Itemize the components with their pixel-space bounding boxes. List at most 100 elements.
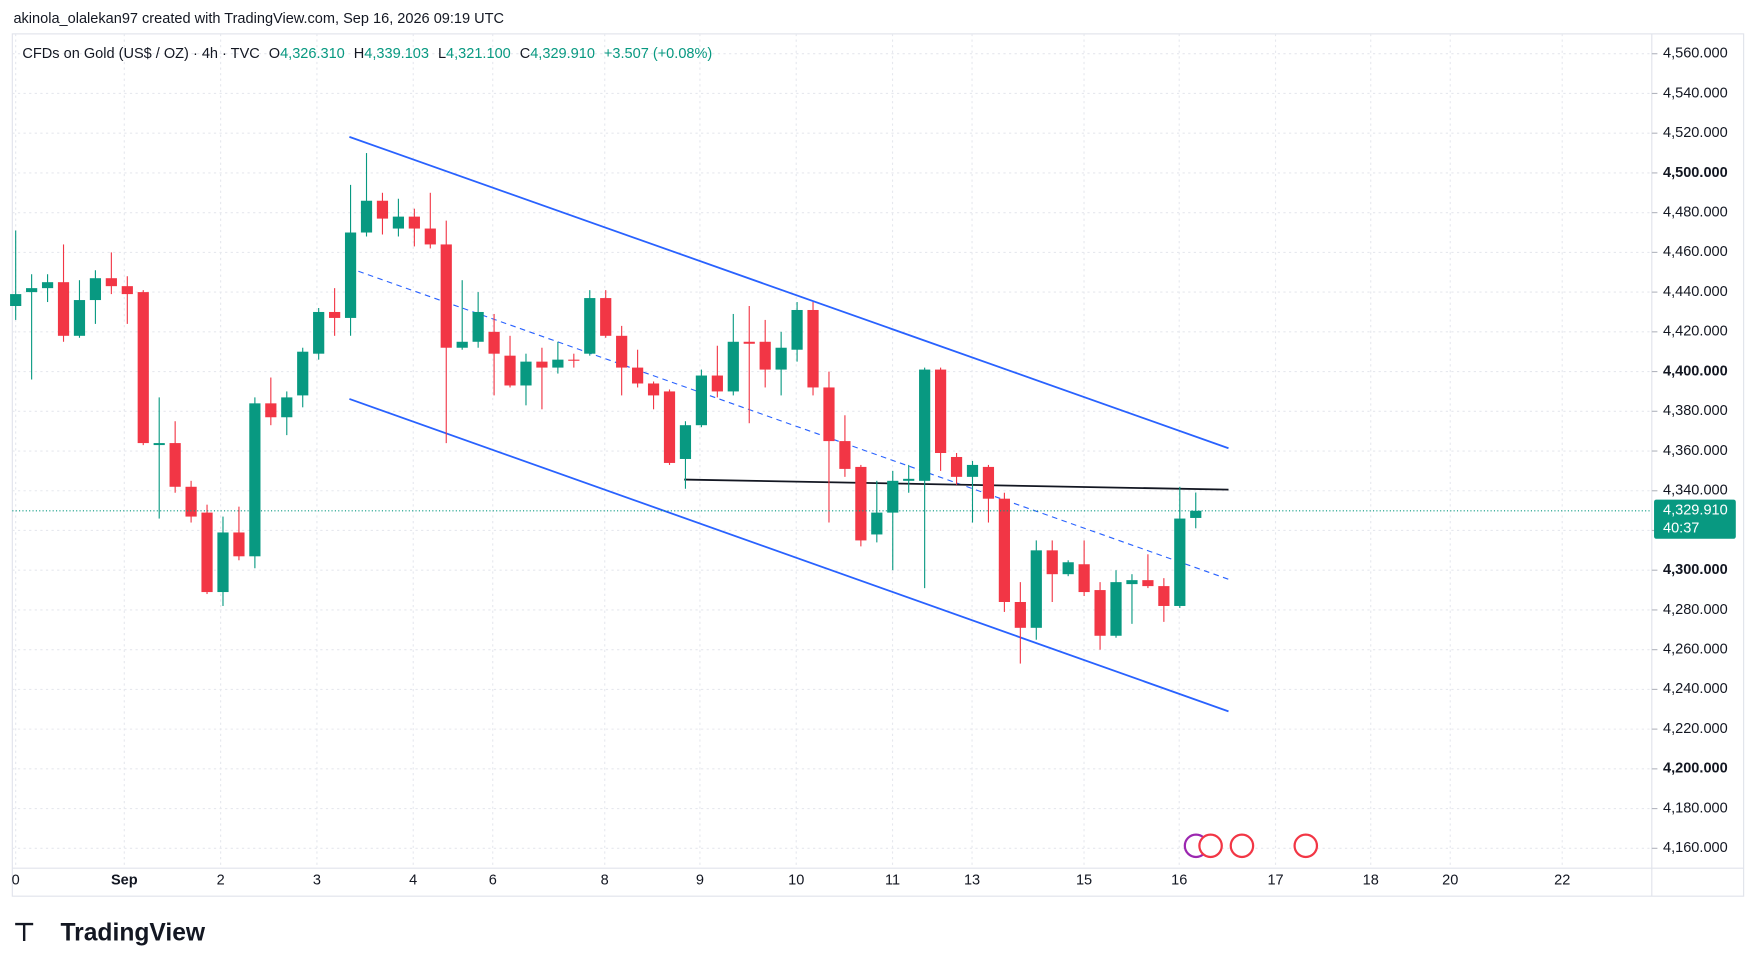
candle-body — [408, 216, 420, 229]
y-tick-label: 4,360.000 — [1663, 443, 1728, 459]
x-tick-label: 22 — [1554, 872, 1570, 888]
candle-body — [743, 341, 755, 344]
symbol: CFDs on Gold (US$ / OZ) · 4h · TVC — [22, 46, 259, 62]
x-tick-label: 20 — [1442, 872, 1458, 888]
candle-body — [424, 228, 436, 245]
candle-body — [600, 298, 612, 336]
candle-body — [1062, 562, 1074, 575]
legend-key: L — [438, 46, 446, 62]
y-tick-label: 4,460.000 — [1663, 244, 1728, 260]
x-tick-label: 4 — [409, 872, 417, 888]
candle-body — [249, 403, 261, 557]
candle-body — [1126, 580, 1138, 585]
candle-body — [679, 425, 692, 459]
candle-body — [472, 311, 484, 342]
x-tick-label: 3 — [313, 872, 321, 888]
y-tick-label: 4,560.000 — [1663, 46, 1728, 62]
y-tick-label: 4,500.000 — [1663, 165, 1728, 181]
candle-body — [233, 532, 245, 557]
candle-body — [73, 300, 86, 336]
candle-body — [982, 466, 995, 499]
x-tick-label: 2 — [217, 872, 225, 888]
y-tick-label: 4,220.000 — [1663, 721, 1728, 737]
frame — [11, 33, 1745, 897]
x-tick-label: 6 — [489, 872, 497, 888]
candle-body — [201, 512, 213, 593]
y-tick-label: 4,240.000 — [1663, 681, 1728, 697]
candle-body — [839, 441, 851, 469]
y-tick-label: 4,380.000 — [1663, 403, 1728, 419]
candle-body — [313, 311, 325, 354]
candle-body — [41, 282, 54, 289]
candle-body — [169, 443, 181, 487]
candle-body — [584, 298, 596, 354]
candle-body — [1046, 550, 1058, 575]
candle-body — [647, 383, 660, 396]
candle-body — [185, 486, 197, 517]
y-tick-label: 4,440.000 — [1663, 284, 1728, 300]
candle-body — [966, 464, 979, 477]
candle-body — [121, 286, 133, 295]
candles — [10, 153, 1202, 664]
candle-body — [887, 480, 899, 513]
candle-body — [344, 232, 357, 318]
candle-body — [727, 341, 739, 392]
candle-body — [711, 375, 723, 392]
candle-body — [1190, 510, 1202, 518]
candle-body — [360, 200, 373, 233]
legend-key: O — [269, 46, 280, 62]
event-icons — [1183, 833, 1319, 859]
candle-body — [807, 309, 819, 388]
candle-body — [695, 375, 707, 426]
candle-body — [616, 335, 628, 368]
candle-body — [329, 311, 341, 318]
candle-body — [1014, 601, 1026, 628]
candle-body — [504, 355, 516, 386]
candle-body — [105, 278, 117, 287]
y-tick-label: 4,520.000 — [1663, 125, 1728, 141]
y-tick-label: 4,300.000 — [1663, 562, 1728, 578]
x-tick-label: 0 — [12, 872, 20, 888]
legend-key: C — [520, 46, 531, 62]
candle-body — [1174, 518, 1186, 606]
x-tick-label: 18 — [1363, 872, 1379, 888]
event-icon — [1198, 833, 1223, 859]
x-tick-label: Sep — [111, 872, 138, 888]
channel-mid — [358, 270, 1229, 580]
x-tick-label: 10 — [788, 872, 804, 888]
candle-body — [950, 456, 963, 477]
y-tick-label: 4,480.000 — [1663, 204, 1728, 220]
legend-change: +3.507 (+0.08%) — [604, 46, 712, 62]
candle-body — [89, 278, 102, 301]
candle-body — [823, 387, 835, 442]
candle-body — [376, 200, 389, 219]
legend-value: 4,321.100 — [446, 46, 511, 62]
last-price-label: 4,329.910 — [1663, 503, 1728, 519]
y-tick-label: 4,280.000 — [1663, 602, 1728, 618]
legend-value: 4,326.310 — [280, 46, 345, 62]
candle-body — [26, 288, 38, 293]
candle-body — [1030, 550, 1042, 628]
grid — [12, 33, 1652, 869]
event-icon — [1229, 833, 1255, 859]
brand: TradingView — [60, 920, 205, 947]
candle-body — [297, 351, 309, 396]
candle-body — [759, 341, 771, 370]
candle-body — [217, 532, 229, 593]
candle-body — [440, 244, 452, 348]
candle-body — [10, 294, 22, 307]
x-tick-label: 11 — [885, 872, 900, 888]
candle-body — [1142, 580, 1154, 587]
candle-body — [552, 359, 564, 368]
candle-body — [1094, 590, 1106, 636]
candle-body — [392, 216, 405, 229]
legend: CFDs on Gold (US$ / OZ) · 4h · TVC O4,326… — [22, 46, 712, 62]
y-tick-label: 4,200.000 — [1663, 761, 1728, 777]
legend-value: 4,339.103 — [364, 46, 429, 62]
candle-body — [632, 367, 644, 384]
countdown: 40:37 — [1663, 521, 1699, 537]
candle-body — [57, 282, 70, 336]
candle-body — [791, 309, 803, 350]
credit: akinola_olalekan97 created with TradingV… — [13, 11, 504, 27]
